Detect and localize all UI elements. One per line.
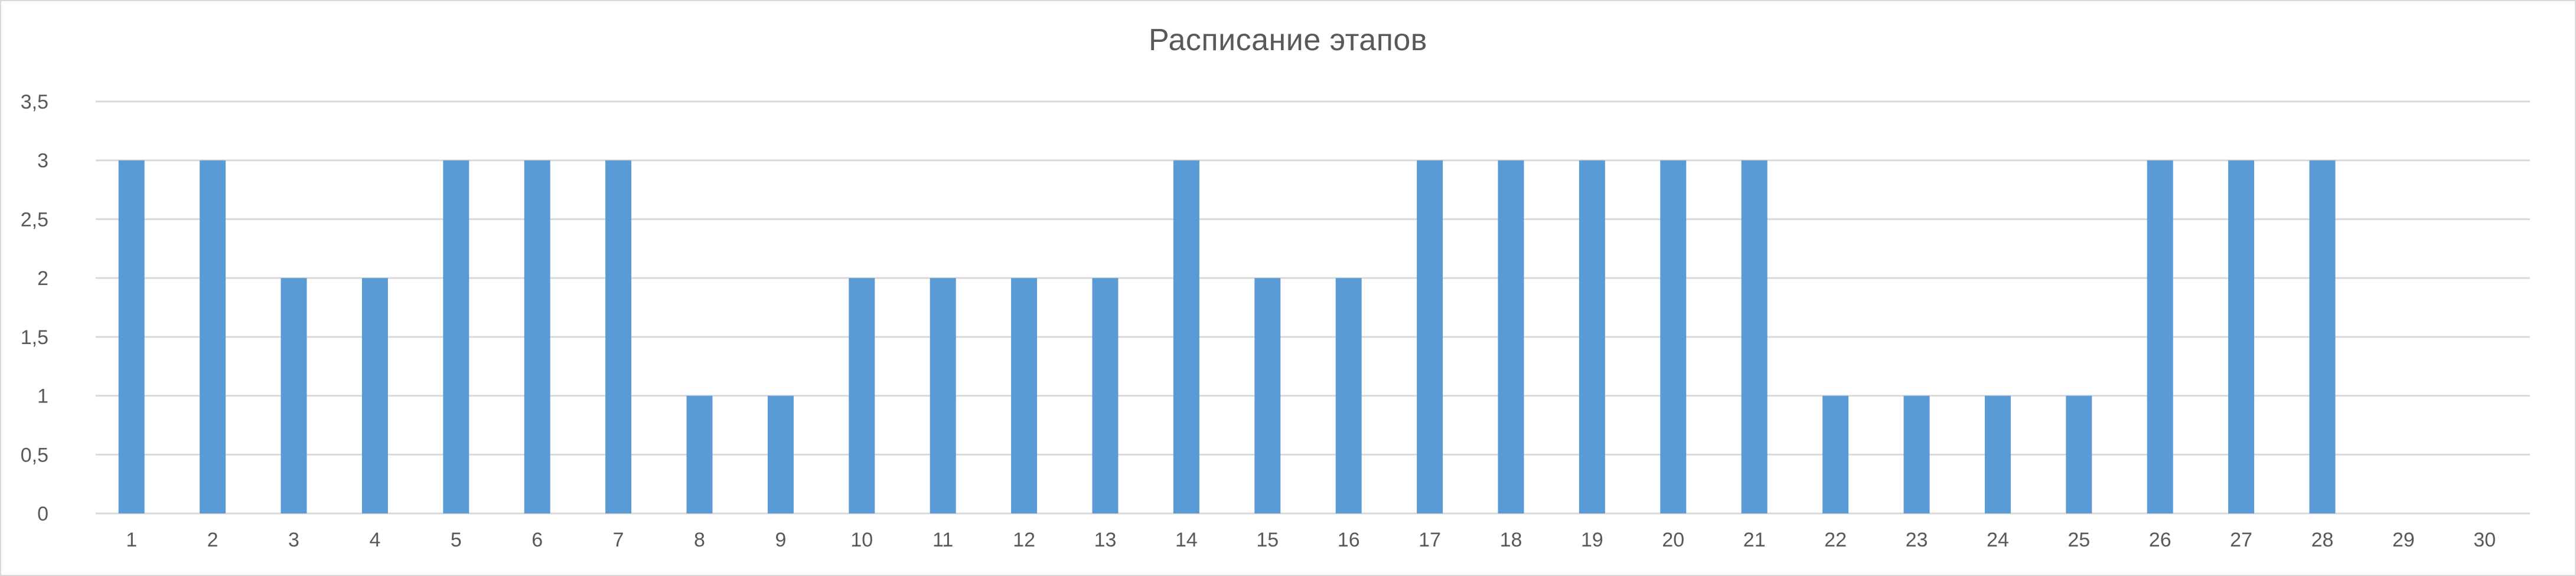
y-tick-label: 3,5 <box>21 91 48 113</box>
x-tick-label: 1 <box>126 529 137 551</box>
bar-14 <box>1173 160 1199 513</box>
bar-5 <box>443 160 469 513</box>
x-tick-label: 19 <box>1581 529 1603 551</box>
y-tick-label: 0 <box>37 503 48 525</box>
x-tick-label: 12 <box>1013 529 1035 551</box>
x-tick-label: 20 <box>1662 529 1684 551</box>
bar-20 <box>1660 160 1687 513</box>
x-tick-label: 18 <box>1500 529 1522 551</box>
x-tick-label: 23 <box>1906 529 1928 551</box>
bar-7 <box>605 160 632 513</box>
x-tick-label: 28 <box>2311 529 2334 551</box>
bar-13 <box>1092 278 1119 513</box>
bar-25 <box>2066 395 2092 513</box>
x-axis-ticks: 1 2 3 4 5 6 7 8 9 10 11 12 13 14 15 16 17 18 19 20 21 22 23 24 2… <box>126 529 2496 551</box>
y-tick-label: 3 <box>37 150 48 172</box>
bar-28 <box>2309 160 2336 513</box>
x-tick-label: 26 <box>2149 529 2171 551</box>
y-tick-label: 2 <box>37 267 48 290</box>
x-tick-label: 10 <box>850 529 873 551</box>
bar-9 <box>767 395 794 513</box>
bar-19 <box>1579 160 1605 513</box>
bar-18 <box>1498 160 1524 513</box>
x-tick-label: 16 <box>1338 529 1360 551</box>
x-tick-label: 6 <box>531 529 543 551</box>
x-tick-label: 9 <box>775 529 786 551</box>
y-tick-label: 1,5 <box>21 326 48 349</box>
x-tick-label: 4 <box>369 529 380 551</box>
bar-2 <box>200 160 226 513</box>
y-axis-ticks: 0 0,5 1 1,5 2 2,5 3 3,5 <box>21 91 48 525</box>
bars <box>118 160 2336 513</box>
x-tick-label: 5 <box>451 529 462 551</box>
x-tick-label: 27 <box>2230 529 2252 551</box>
x-tick-label: 2 <box>207 529 219 551</box>
bar-6 <box>524 160 550 513</box>
bar-21 <box>1741 160 1768 513</box>
x-tick-label: 24 <box>1987 529 2009 551</box>
x-tick-label: 29 <box>2392 529 2415 551</box>
bar-10 <box>849 278 875 513</box>
x-tick-label: 30 <box>2473 529 2496 551</box>
x-tick-label: 17 <box>1419 529 1441 551</box>
x-tick-label: 21 <box>1743 529 1766 551</box>
bar-1 <box>118 160 145 513</box>
bar-15 <box>1254 278 1281 513</box>
bar-3 <box>281 278 307 513</box>
bar-26 <box>2147 160 2173 513</box>
bar-11 <box>930 278 956 513</box>
x-tick-label: 14 <box>1175 529 1198 551</box>
bar-4 <box>361 278 388 513</box>
x-tick-label: 7 <box>613 529 624 551</box>
x-tick-label: 11 <box>932 529 953 551</box>
chart-title: Расписание этапов <box>1149 23 1427 57</box>
bar-24 <box>1984 395 2011 513</box>
x-tick-label: 3 <box>288 529 299 551</box>
bar-8 <box>686 395 713 513</box>
y-tick-label: 0,5 <box>21 444 48 466</box>
y-tick-label: 2,5 <box>21 208 48 231</box>
bar-22 <box>1822 395 1849 513</box>
x-tick-label: 13 <box>1094 529 1117 551</box>
y-tick-label: 1 <box>37 385 48 408</box>
x-tick-label: 22 <box>1824 529 1847 551</box>
bar-12 <box>1011 278 1038 513</box>
bar-16 <box>1335 278 1362 513</box>
bar-17 <box>1417 160 1443 513</box>
x-tick-label: 15 <box>1256 529 1279 551</box>
x-tick-label: 8 <box>694 529 705 551</box>
x-tick-label: 25 <box>2068 529 2090 551</box>
bar-23 <box>1903 395 1930 513</box>
bar-27 <box>2228 160 2255 513</box>
grid-lines <box>96 100 2530 515</box>
